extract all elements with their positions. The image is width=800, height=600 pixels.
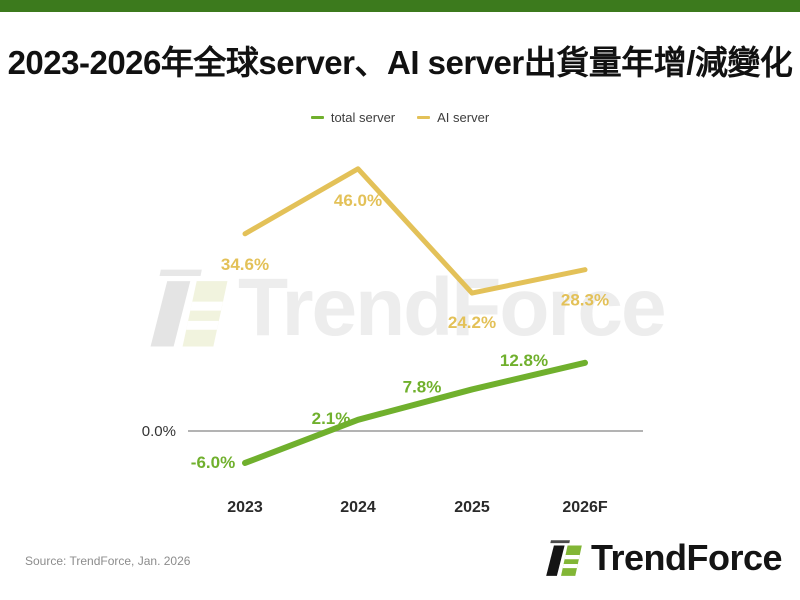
total-server-line — [242, 359, 588, 466]
total-server-data-label: 2.1% — [312, 409, 351, 428]
chart-title: 2023-2026年全球server、AI server出貨量年增/減變化 — [7, 44, 793, 81]
AI-server-data-label: 24.2% — [448, 313, 496, 332]
total-server-line-swatch-icon — [310, 116, 324, 119]
legend-label-ai-server: AI server — [437, 110, 490, 125]
trendforce-logo-icon — [546, 540, 582, 576]
source-note: Source: TrendForce, Jan. 2026 — [25, 554, 191, 568]
AI-server-data-label: 28.3% — [561, 291, 609, 310]
legend-item-ai-server: AI server — [417, 110, 489, 125]
trendforce-logo-text: TrendForce — [591, 537, 783, 578]
total-server-data-label: 7.8% — [403, 377, 442, 396]
AI-server-line — [242, 166, 588, 296]
x-axis-label: 2024 — [340, 499, 376, 516]
total-server-data-label: -6.0% — [191, 453, 235, 472]
trendforce-logo: TrendForce — [545, 532, 783, 584]
legend-label-total-server: total server — [330, 110, 396, 125]
chart-legend: total server AI server — [0, 110, 800, 125]
x-axis-label: 2023 — [227, 499, 263, 516]
AI-server-data-label: 46.0% — [334, 191, 382, 210]
legend-item-total-server: total server — [310, 110, 396, 125]
total-server-data-label: 12.8% — [500, 351, 548, 370]
zero-axis-label: 0.0% — [142, 423, 176, 440]
ai-server-line-swatch-icon — [417, 116, 431, 119]
x-axis-label: 2026F — [562, 499, 608, 516]
AI-server-data-label: 34.6% — [221, 255, 269, 274]
top-accent-bar — [0, 0, 800, 12]
x-axis-label: 2025 — [454, 499, 490, 516]
